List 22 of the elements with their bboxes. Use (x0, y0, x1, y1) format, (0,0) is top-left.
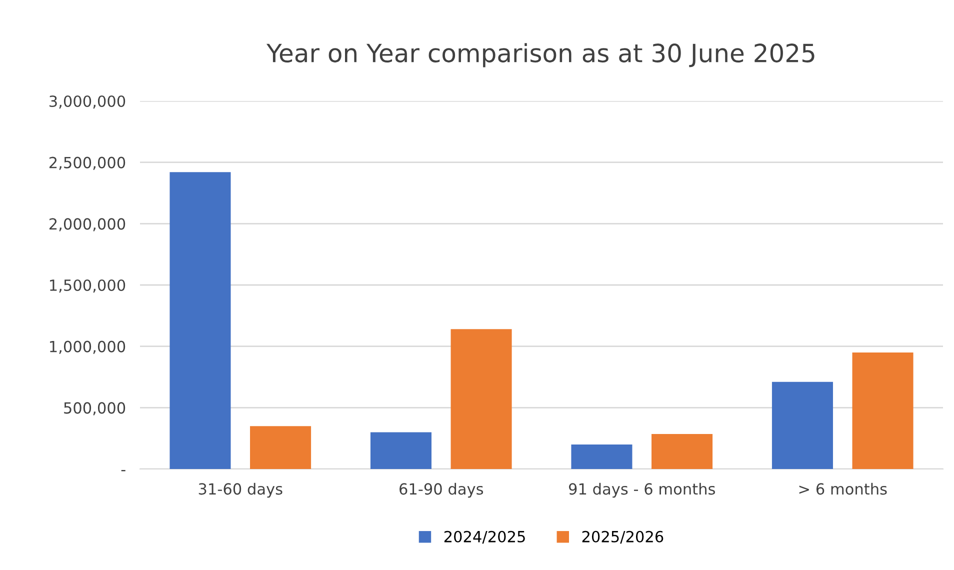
bar (450, 329, 512, 469)
legend-label: 2025/2026 (582, 530, 664, 544)
y-tick-label: 500,000 (64, 402, 126, 416)
y-tick-label: 1,500,000 (50, 279, 126, 293)
x-tick-label: > 6 months (799, 482, 887, 495)
y-tick-label: 2,500,000 (49, 156, 126, 170)
y-tick-label: 2,000,000 (49, 218, 126, 232)
x-tick-label: 31-60 days (198, 482, 282, 498)
y-tick-label: - (121, 470, 126, 472)
bar (772, 382, 833, 469)
bar (370, 432, 432, 469)
bar (652, 434, 713, 469)
bar (852, 352, 914, 469)
bar (571, 444, 632, 469)
x-tick-label: 61-90 days (400, 482, 484, 498)
legend-label: 2024/2025 (444, 530, 525, 544)
bar (170, 172, 231, 469)
x-tick-label: 91 days - 6 months (568, 482, 715, 498)
y-tick-label: 1,000,000 (50, 340, 126, 354)
bar (250, 426, 312, 469)
y-tick-label: 3,000,000 (50, 95, 126, 109)
chart-title: Year on Year comparison as at 30 June 2025 (266, 43, 814, 68)
